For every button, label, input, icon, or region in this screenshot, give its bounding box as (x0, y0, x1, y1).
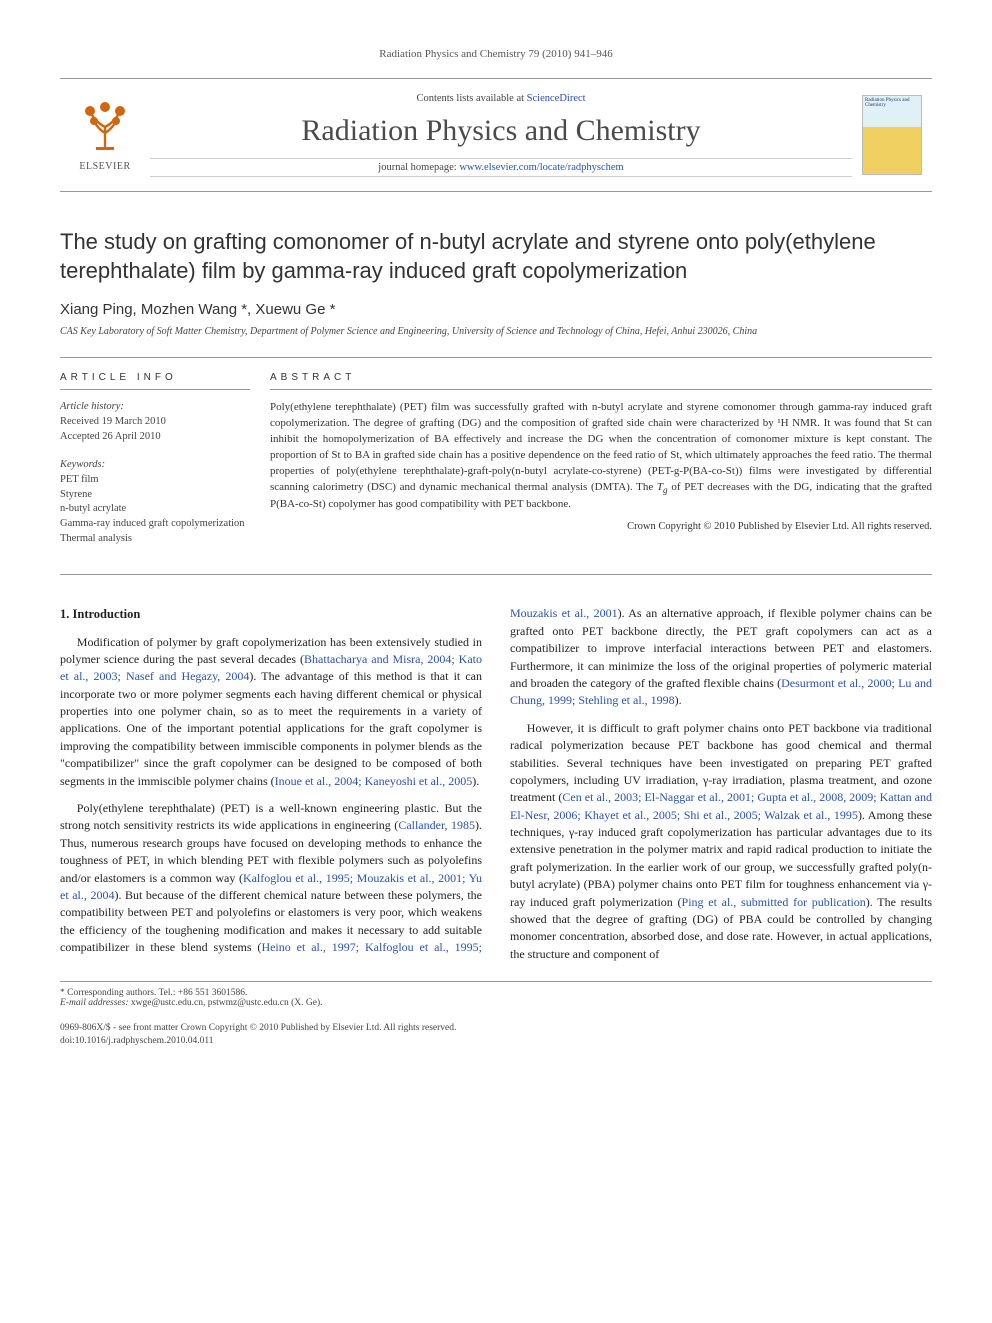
keyword: Styrene (60, 488, 250, 503)
elsevier-logo: ELSEVIER (69, 96, 141, 174)
corresponding-author-note: * Corresponding authors. Tel.: +86 551 3… (60, 981, 932, 1008)
publisher-name: ELSEVIER (79, 161, 130, 172)
abstract-copyright: Crown Copyright © 2010 Published by Else… (270, 521, 932, 532)
email-label: E-mail addresses: (60, 998, 129, 1008)
journal-masthead: ELSEVIER Contents lists available at Sci… (60, 78, 932, 192)
footer-doi: doi:10.1016/j.radphyschem.2010.04.011 (60, 1035, 932, 1048)
sd-prefix: Contents lists available at (416, 93, 526, 104)
abstract-column: ABSTRACT Poly(ethylene terephthalate) (P… (270, 358, 932, 574)
elsevier-tree-icon (76, 99, 134, 159)
keywords-label: Keywords: (60, 458, 250, 473)
footer-copyright: 0969-806X/$ - see front matter Crown Cop… (60, 1022, 932, 1035)
journal-name: Radiation Physics and Chemistry (150, 114, 852, 148)
affiliation: CAS Key Laboratory of Soft Matter Chemis… (60, 326, 932, 337)
text-fragment: ). (472, 774, 479, 788)
sciencedirect-line: Contents lists available at ScienceDirec… (150, 93, 852, 104)
homepage-prefix: journal homepage: (378, 162, 459, 173)
corresponding-line: * Corresponding authors. Tel.: +86 551 3… (60, 988, 932, 998)
keywords-block: Keywords: PET film Styrene n-butyl acryl… (60, 458, 250, 546)
history-label: Article history: (60, 400, 250, 415)
article-body: 1. Introduction Modification of polymer … (60, 605, 932, 964)
page-footer: 0969-806X/$ - see front matter Crown Cop… (60, 1022, 932, 1048)
publisher-logo-block: ELSEVIER (60, 96, 150, 174)
received-date: Received 19 March 2010 (60, 415, 250, 430)
citation-link[interactable]: Inoue et al., 2004; Kaneyoshi et al., 20… (275, 774, 473, 788)
abstract-heading: ABSTRACT (270, 372, 932, 390)
article-info-column: ARTICLE INFO Article history: Received 1… (60, 358, 270, 574)
article-history-block: Article history: Received 19 March 2010 … (60, 400, 250, 444)
accepted-date: Accepted 26 April 2010 (60, 430, 250, 445)
homepage-line: journal homepage: www.elsevier.com/locat… (150, 158, 852, 177)
keyword: Thermal analysis (60, 532, 250, 547)
keyword: n-butyl acrylate (60, 502, 250, 517)
author-list: Xiang Ping, Mozhen Wang *, Xuewu Ge * (60, 301, 932, 318)
homepage-link[interactable]: www.elsevier.com/locate/radphyschem (459, 162, 623, 173)
sciencedirect-link[interactable]: ScienceDirect (527, 93, 586, 104)
body-paragraph: However, it is difficult to graft polyme… (510, 720, 932, 963)
corresponding-emails: xwge@ustc.edu.cn, pstwmz@ustc.edu.cn (X.… (129, 998, 323, 1008)
running-head: Radiation Physics and Chemistry 79 (2010… (60, 48, 932, 60)
keyword: Gamma-ray induced graft copolymerization (60, 517, 250, 532)
article-info-heading: ARTICLE INFO (60, 372, 250, 390)
abstract-text: Poly(ethylene terephthalate) (PET) film … (270, 400, 932, 513)
text-fragment: ). Among these techniques, γ-ray induced… (510, 808, 932, 909)
text-fragment: ). The advantage of this method is that … (60, 669, 482, 787)
text-fragment: ). (675, 693, 682, 707)
citation-link[interactable]: Ping et al., submitted for publication (682, 895, 866, 909)
journal-cover-thumbnail: Radiation Physics and Chemistry (862, 95, 922, 175)
tg-symbol: Tg (657, 481, 668, 493)
citation-link[interactable]: Callander, 1985 (398, 818, 475, 832)
body-paragraph: Modification of polymer by graft copolym… (60, 634, 482, 791)
article-title: The study on grafting comonomer of n-but… (60, 228, 932, 285)
section-heading-intro: 1. Introduction (60, 605, 482, 623)
keyword: PET film (60, 473, 250, 488)
